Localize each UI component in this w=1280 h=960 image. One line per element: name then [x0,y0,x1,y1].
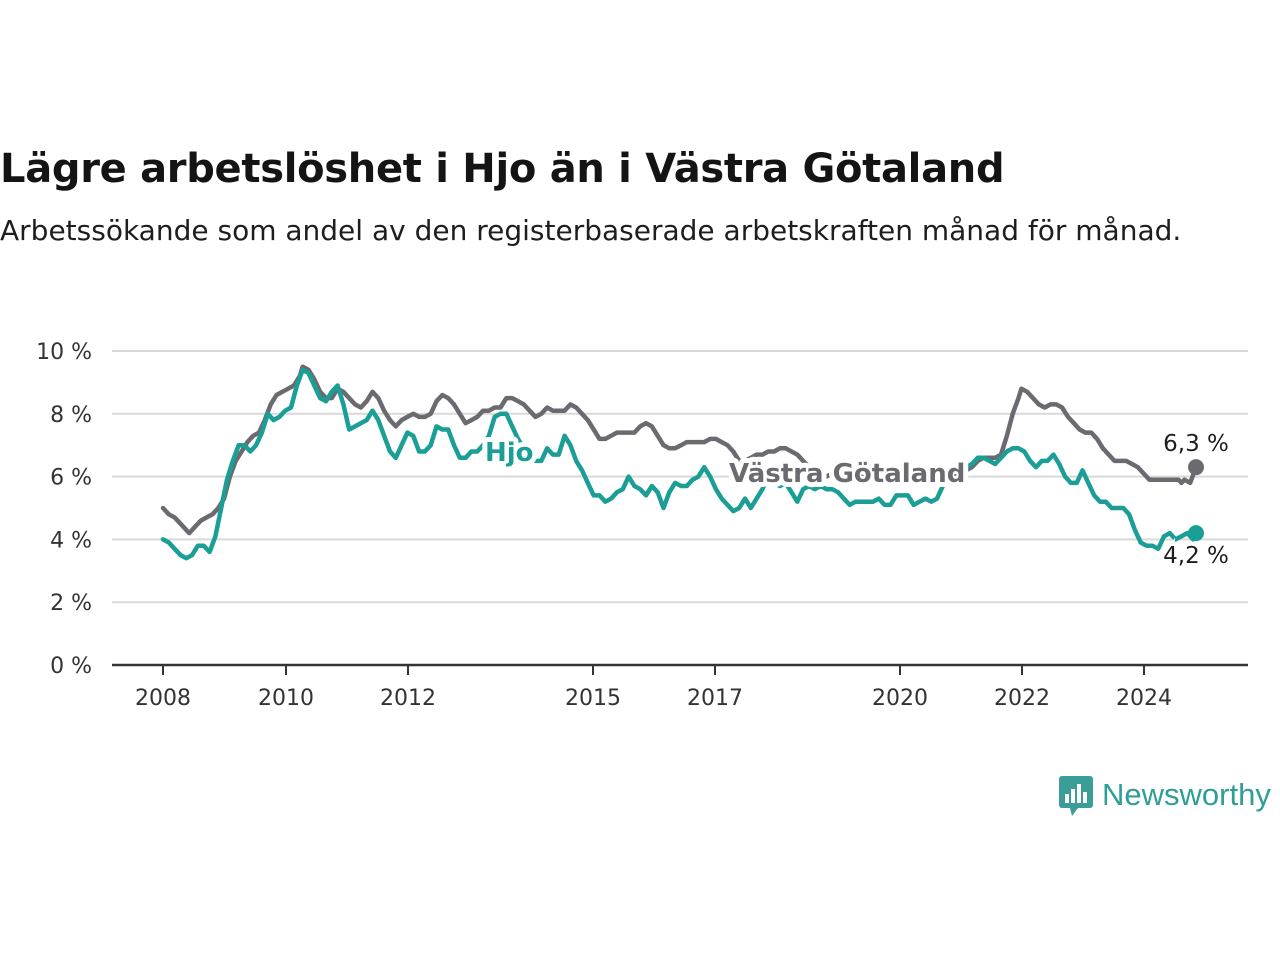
x-tick-label-2020: 2020 [872,686,928,711]
y-tick-label-10: 10 % [36,340,92,365]
chart-subtitle: Arbetssökande som andel av den registerb… [0,214,1182,247]
y-tick-label-8: 8 % [50,403,92,428]
newsworthy-logo-icon [1059,776,1093,816]
series-end-point-vastra-gotaland [1188,459,1204,476]
series-line-hjo [160,367,1199,561]
gridlines [112,350,1248,604]
brand-name: Newsworthy [1102,777,1271,812]
x-tick-label-2015: 2015 [565,686,621,711]
series-end-point-hjo [1188,525,1204,542]
x-axis: 2008 2010 2012 2015 2017 2020 2022 2024 [112,663,1248,711]
x-tick-label-2017: 2017 [687,686,743,711]
y-tick-label-4: 4 % [50,528,92,553]
x-tick-label-2024: 2024 [1116,686,1172,711]
x-tick-label-2022: 2022 [994,686,1050,711]
series-label-hjo: Hjo [485,438,534,468]
x-tick-label-2012: 2012 [380,686,436,711]
x-tick-label-2010: 2010 [258,686,314,711]
x-tick-label-2008: 2008 [135,686,191,711]
end-label-hjo: 4,2 % [1163,543,1229,569]
y-tick-label-0: 0 % [50,654,92,679]
end-label-vastra-gotaland: 6,3 % [1163,431,1229,457]
y-tick-label-6: 6 % [50,466,92,491]
brand-logo: Newsworthy [1058,772,1271,818]
series-labels: 6,3 % 4,2 % Hjo Västra Götaland [480,431,1232,572]
y-axis-tick-labels: 0 % 2 % 4 % 6 % 8 % 10 % [36,340,92,679]
series-lines [160,364,1204,561]
series-line-vastra-gotaland [160,364,1199,536]
y-tick-label-2: 2 % [50,591,92,616]
series-label-vastra-gotaland: Västra Götaland [729,459,965,489]
chart-title: Lägre arbetslöshet i Hjo än i Västra Göt… [0,146,1005,192]
line-chart: 0 % 2 % 4 % 6 % 8 % 10 % 2008 2010 2012 2015 2017… [36,340,1248,711]
